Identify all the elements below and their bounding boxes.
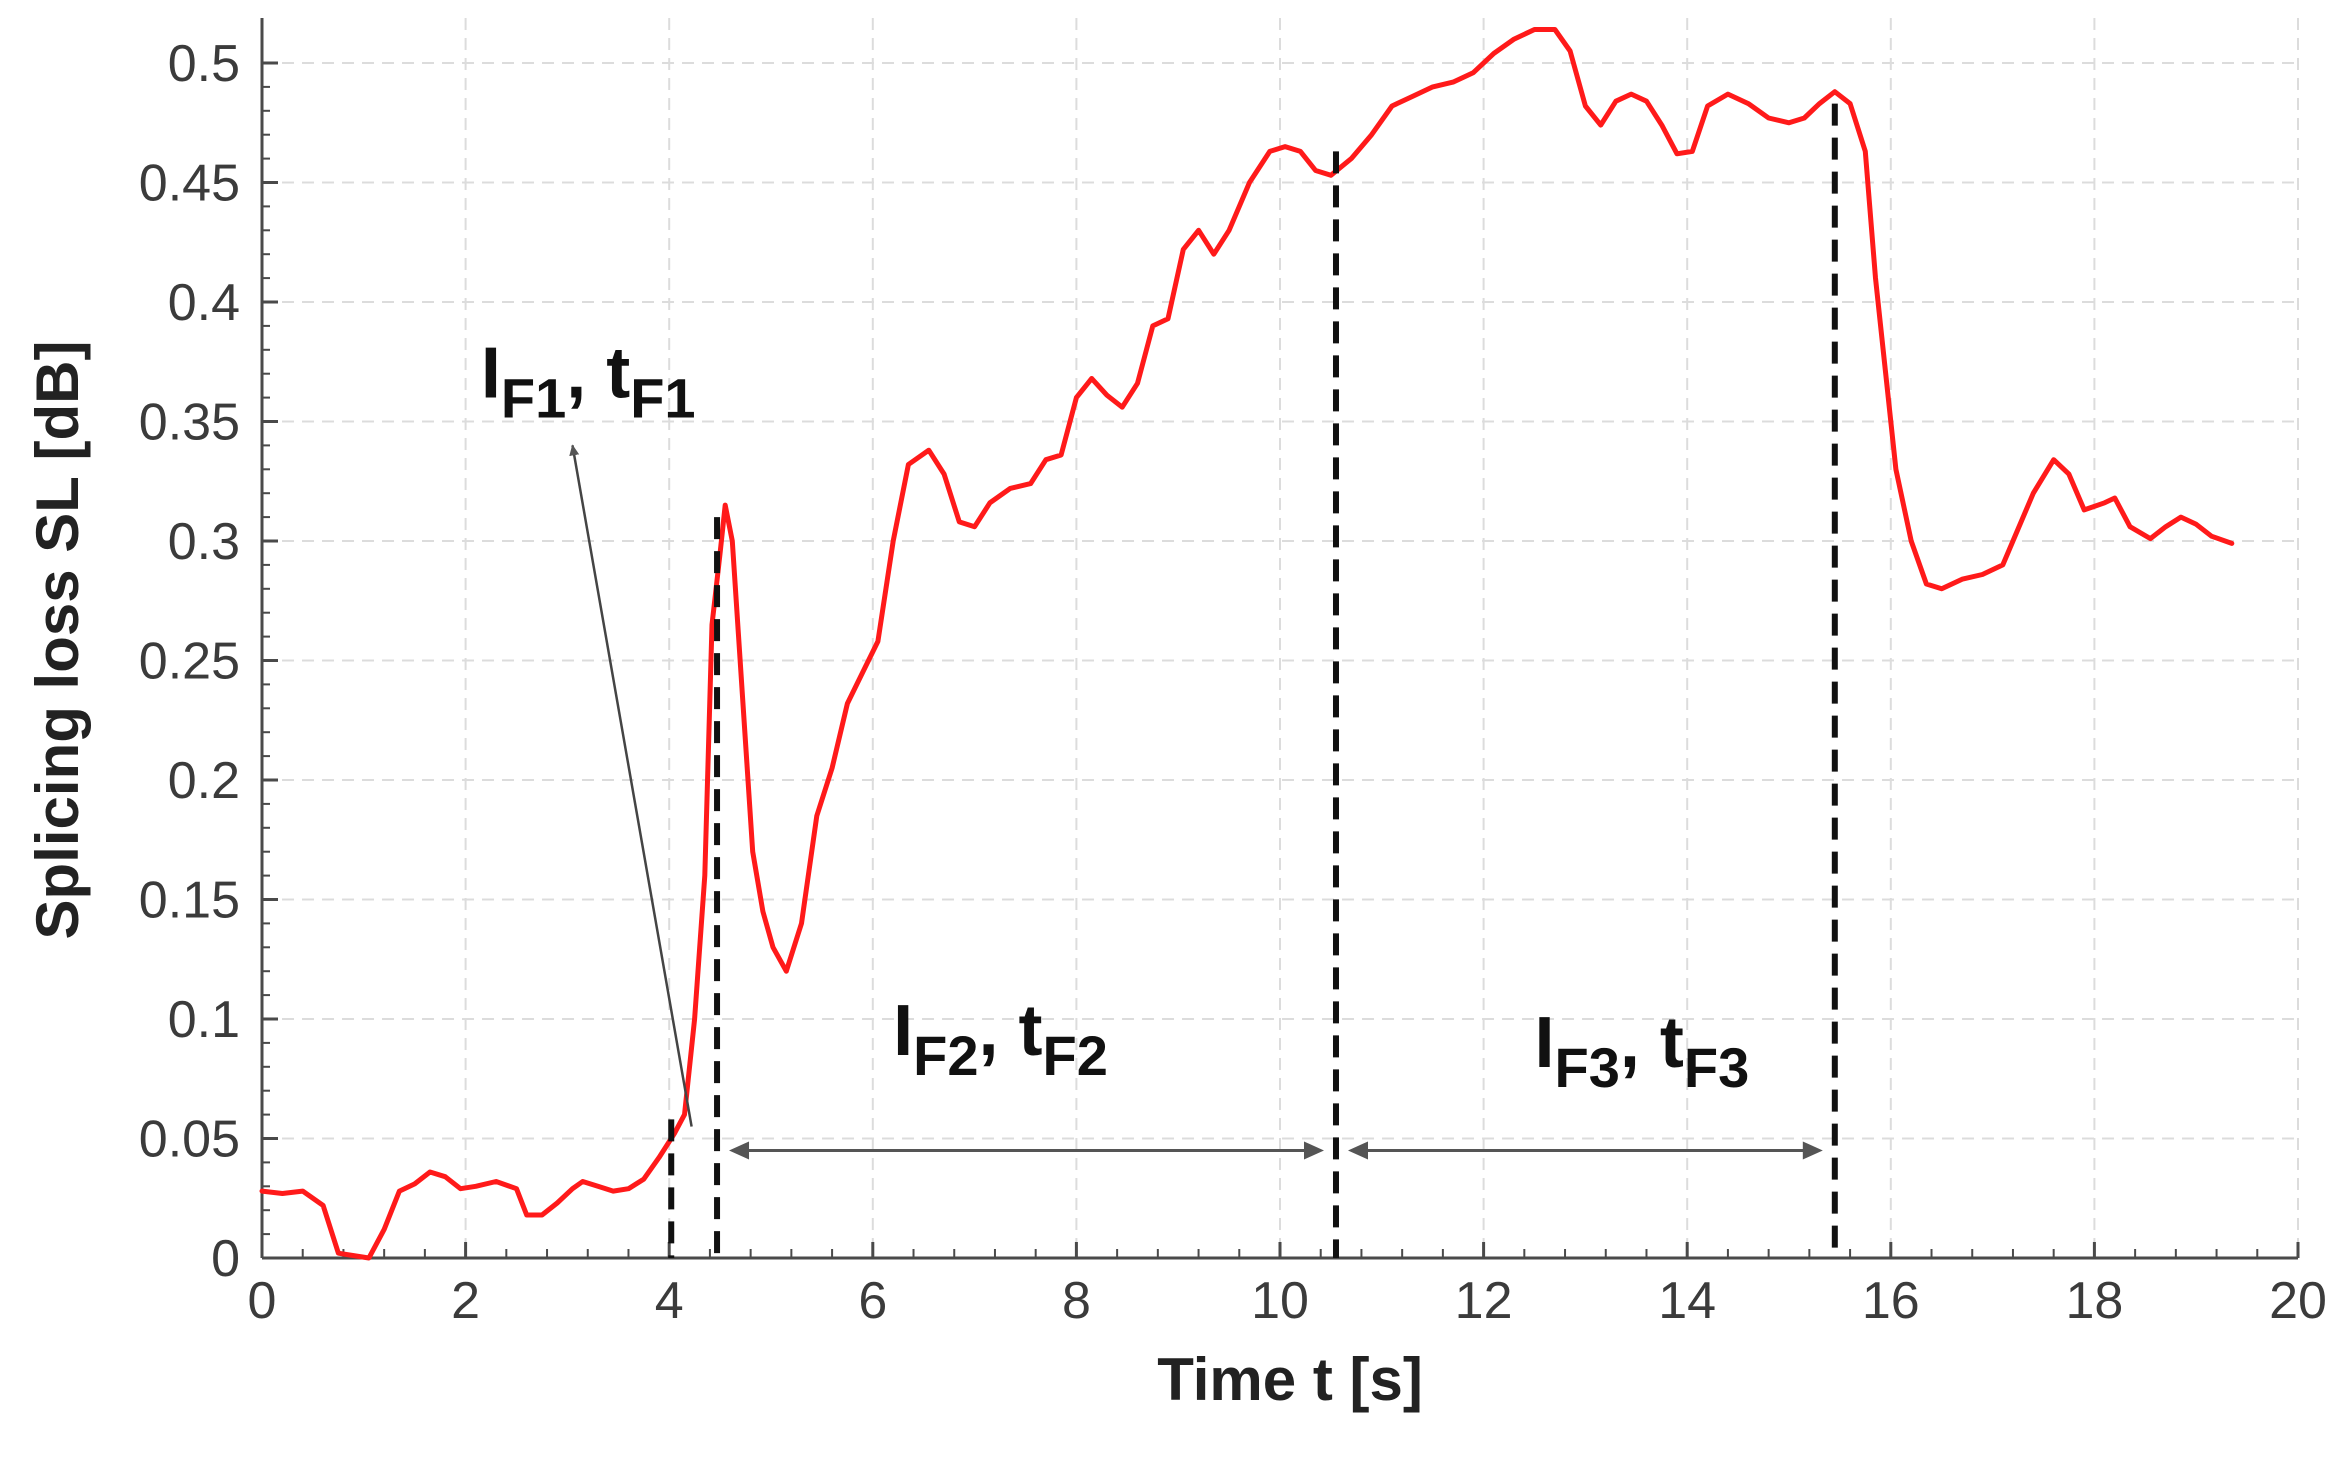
- x-tick-label: 6: [858, 1272, 887, 1330]
- series-line: [259, 27, 2235, 1261]
- interval-label-sep: , t: [566, 334, 630, 414]
- x-tick-label: 14: [1658, 1272, 1716, 1330]
- interval-label-sep: , t: [979, 991, 1043, 1071]
- interval-label-sub2: F2: [1043, 1024, 1108, 1087]
- y-tick-label: 0.3: [168, 513, 240, 571]
- interval-arrowhead-right: [1802, 1141, 1823, 1160]
- x-tick-label: 16: [1862, 1272, 1920, 1330]
- y-tick-label: 0.45: [139, 155, 240, 213]
- interval-arrowhead-left: [729, 1141, 750, 1160]
- x-tick-label: 4: [655, 1272, 684, 1330]
- interval-label-main: I: [893, 991, 913, 1071]
- interval-label-sub1: F1: [501, 367, 566, 430]
- interval-label-sub1: F2: [913, 1024, 978, 1087]
- x-tick-label: 2: [451, 1272, 480, 1330]
- y-tick-label: 0.5: [168, 35, 240, 93]
- y-tick-label: 0.2: [168, 752, 240, 810]
- x-tick-label: 18: [2065, 1272, 2123, 1330]
- y-tick-label: 0.1: [168, 991, 240, 1049]
- y-tick-label: 0.05: [139, 1111, 240, 1169]
- y-axis-title: Splicing loss SL [dB]: [24, 341, 91, 940]
- interval-arrows: [569, 444, 1823, 1160]
- y-tick-label: 0.25: [139, 633, 240, 691]
- pointer-arrow: [569, 444, 693, 1127]
- x-tick-label: 12: [1455, 1272, 1513, 1330]
- interval-label-main: I: [481, 334, 501, 414]
- data-series: [259, 27, 2235, 1261]
- interval-label-main: I: [1535, 1003, 1555, 1083]
- interval-label-sub2: F3: [1684, 1036, 1749, 1099]
- y-tick-label: 0.4: [168, 274, 240, 332]
- interval-arrowhead-right: [1303, 1141, 1324, 1160]
- interval-label: IF3, tF3: [1535, 1003, 1750, 1099]
- x-axis-title: Time t [s]: [1157, 1346, 1423, 1413]
- y-tick-label: 0: [211, 1230, 240, 1288]
- y-tick-label: 0.15: [139, 872, 240, 930]
- x-tick-label: 20: [2269, 1272, 2327, 1330]
- marker-lines: [668, 103, 1838, 1258]
- interval-label: IF2, tF2: [893, 991, 1108, 1087]
- interval-label: IF1, tF1: [481, 334, 696, 430]
- interval-label-sub2: F1: [630, 367, 695, 430]
- y-tick-label: 0.35: [139, 394, 240, 452]
- x-tick-label: 0: [248, 1272, 277, 1330]
- interval-label-sub1: F3: [1555, 1036, 1620, 1099]
- grid-lines: [262, 18, 2299, 1258]
- interval-label-sep: , t: [1620, 1003, 1684, 1083]
- x-tick-label: 8: [1062, 1272, 1091, 1330]
- interval-arrowhead-left: [1347, 1141, 1368, 1160]
- x-tick-label: 10: [1251, 1272, 1309, 1330]
- x-axis-ticks: 0 2 4 6 8 10 12 14 16 18 20: [248, 1242, 2327, 1330]
- y-axis-ticks: 0 0.05 0.1 0.15 0.2 0.25 0.3 0.35 0.4 0.45 0.5: [139, 35, 278, 1288]
